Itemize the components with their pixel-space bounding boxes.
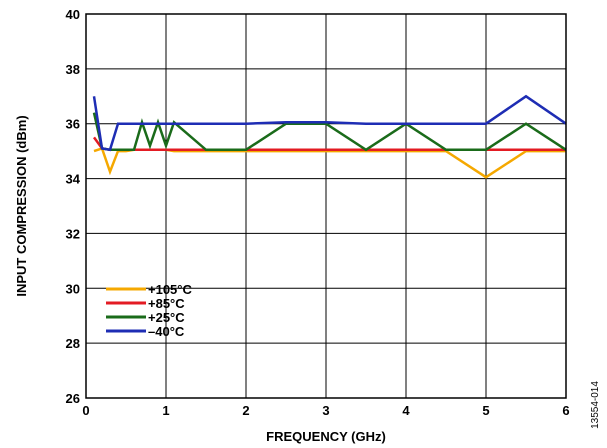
x-tick-label: 0 — [82, 403, 89, 418]
x-tick-label: 2 — [242, 403, 249, 418]
y-tick-label: 36 — [66, 117, 80, 132]
y-tick-label: 30 — [66, 281, 80, 296]
y-tick-label: 34 — [66, 172, 81, 187]
y-tick-labels: 26 28 30 32 34 36 38 40 — [66, 7, 81, 406]
legend-label: +25°C — [148, 310, 185, 325]
y-tick-label: 32 — [66, 226, 80, 241]
legend-label: +85°C — [148, 296, 185, 311]
y-tick-label: 40 — [66, 7, 80, 22]
series-line-3 — [92, 94, 567, 152]
series-lines — [92, 94, 567, 179]
plot-frame — [85, 13, 567, 399]
grid — [85, 13, 567, 399]
legend-label: –40°C — [148, 324, 185, 339]
x-tick-label: 4 — [402, 403, 410, 418]
series-line-2 — [92, 112, 567, 152]
x-tick-label: 6 — [562, 403, 569, 418]
x-axis-label: FREQUENCY (GHz) — [266, 429, 386, 444]
y-axis-label: INPUT COMPRESSION (dBm) — [14, 115, 29, 296]
x-tick-labels: 0 1 2 3 4 5 6 — [82, 403, 569, 418]
figure-id: 13554-014 — [590, 381, 601, 429]
x-tick-label: 3 — [322, 403, 329, 418]
series-line-0 — [93, 146, 566, 179]
y-tick-label: 26 — [66, 391, 80, 406]
legend-label: +105°C — [148, 282, 192, 297]
y-tick-label: 38 — [66, 62, 80, 77]
legend: +105°C+85°C+25°C–40°C — [106, 282, 192, 339]
x-tick-label: 1 — [162, 403, 169, 418]
y-tick-label: 28 — [66, 336, 80, 351]
x-tick-label: 5 — [482, 403, 489, 418]
